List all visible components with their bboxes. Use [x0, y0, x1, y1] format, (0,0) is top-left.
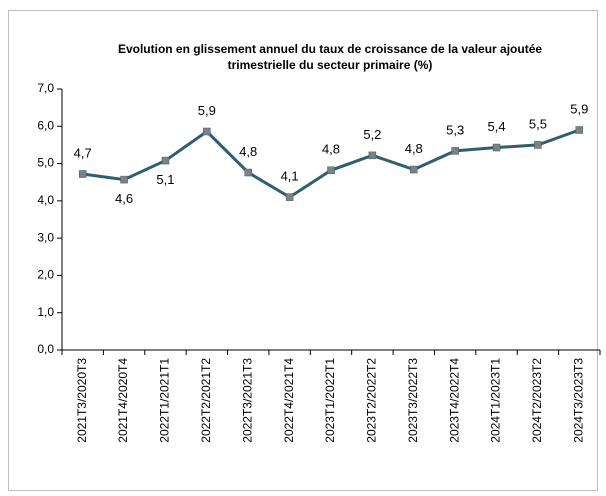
x-tick-label: 2024T3/2023T3 — [571, 358, 585, 443]
data-label: 5,1 — [156, 172, 174, 187]
y-tick-label: 7,0 — [37, 81, 54, 95]
marker — [534, 141, 542, 149]
data-label: 4,6 — [115, 191, 133, 206]
data-label: 5,9 — [570, 101, 588, 116]
marker — [244, 168, 252, 177]
data-label: 4,8 — [239, 144, 257, 159]
x-tick-label: 2023T4/2022T4 — [447, 358, 461, 443]
y-tick-label: 3,0 — [37, 230, 54, 244]
x-tick-label: 2023T1/2022T1 — [323, 358, 337, 443]
marker — [492, 143, 501, 152]
y-tick-label: 0,0 — [37, 342, 54, 356]
y-tick-label: 2,0 — [37, 268, 54, 282]
data-label: 5,5 — [529, 116, 547, 131]
chart-title: Evolution en glissement annuel du taux d… — [118, 42, 542, 56]
x-tick-label: 2021T3/2020T3 — [75, 358, 89, 443]
x-tick-label: 2023T2/2022T2 — [365, 358, 379, 443]
marker — [120, 175, 128, 184]
x-tick-label: 2022T2/2021T2 — [199, 358, 213, 443]
marker — [78, 170, 87, 178]
y-tick-label: 5,0 — [37, 156, 54, 170]
y-tick-label: 1,0 — [37, 305, 54, 319]
data-label: 4,8 — [405, 141, 423, 156]
marker — [327, 166, 335, 175]
marker — [575, 126, 584, 134]
marker — [285, 193, 294, 201]
x-tick-label: 2022T4/2021T4 — [282, 358, 296, 443]
marker — [161, 156, 170, 165]
marker — [203, 127, 211, 136]
x-tick-label: 2022T3/2021T3 — [240, 358, 254, 443]
data-label: 5,9 — [198, 103, 216, 118]
marker — [368, 151, 377, 160]
marker — [451, 147, 459, 155]
y-tick-label: 4,0 — [37, 193, 54, 207]
x-tick-label: 2021T4/2020T4 — [116, 358, 130, 443]
y-tick-label: 6,0 — [37, 118, 54, 132]
data-label: 4,8 — [322, 142, 340, 157]
x-tick-label: 2023T3/2022T3 — [406, 358, 420, 443]
chart-frame — [8, 10, 598, 491]
x-tick-label: 2024T1/2023T1 — [489, 358, 503, 443]
marker — [410, 165, 418, 174]
x-tick-label: 2022T1/2021T1 — [158, 358, 172, 443]
data-label: 5,3 — [446, 122, 464, 137]
data-label: 4,7 — [74, 145, 92, 160]
data-label: 5,4 — [487, 119, 505, 134]
data-label: 4,1 — [281, 169, 299, 184]
chart-title: trimestrielle du secteur primaire (%) — [228, 58, 433, 72]
data-label: 5,2 — [363, 127, 381, 142]
x-tick-label: 2024T2/2023T2 — [530, 358, 544, 443]
